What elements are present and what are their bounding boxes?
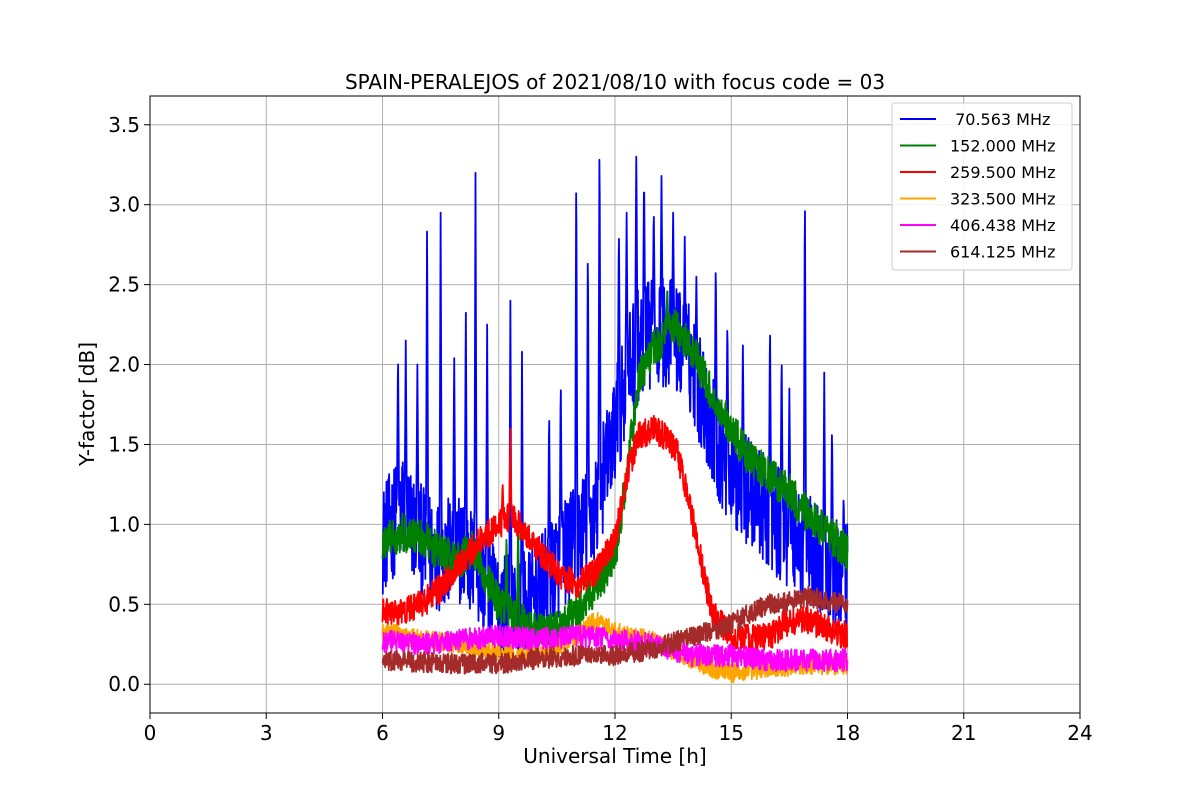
x-tick-label: 9 <box>492 721 505 745</box>
series-lines <box>381 155 849 684</box>
y-tick-label: 0.0 <box>108 672 140 696</box>
y-tick-label: 3.0 <box>108 193 140 217</box>
legend-label: 406.438 MHz <box>950 216 1055 235</box>
x-tick-label: 0 <box>144 721 157 745</box>
legend-label: 614.125 MHz <box>950 243 1055 262</box>
series-line <box>381 414 849 653</box>
series-line <box>381 585 849 675</box>
x-tick-label: 18 <box>835 721 860 745</box>
x-tick-label: 6 <box>376 721 389 745</box>
y-tick-label: 1.5 <box>108 432 140 456</box>
x-tick-label: 15 <box>719 721 744 745</box>
y-tick-label: 2.0 <box>108 353 140 377</box>
x-tick-label: 12 <box>602 721 627 745</box>
x-tick-label: 3 <box>260 721 273 745</box>
series-line <box>381 155 849 667</box>
y-tick-label: 2.5 <box>108 273 140 297</box>
legend-label: 70.563 MHz <box>950 110 1050 129</box>
y-axis-label: Y-factor [dB] <box>75 342 99 467</box>
chart-title: SPAIN-PERALEJOS of 2021/08/10 with focus… <box>345 70 885 94</box>
legend: 70.563 MHz 152.000 MHz 259.500 MHz 323.500 … <box>891 102 1073 271</box>
legend-label: 323.500 MHz <box>950 190 1055 209</box>
y-tick-label: 3.5 <box>108 113 140 137</box>
legend-box <box>891 102 1073 271</box>
series-line <box>381 624 849 673</box>
x-axis-label: Universal Time [h] <box>523 744 706 768</box>
legend-label: 152.000 MHz <box>950 137 1055 156</box>
legend-label: 259.500 MHz <box>950 163 1055 182</box>
y-tick-label: 0.5 <box>108 592 140 616</box>
x-tick-label: 21 <box>951 721 976 745</box>
y-tick-label: 1.0 <box>108 512 140 536</box>
axis-ticks: 0 3 6 9 12 15 18 21 24 0.0 0.5 1.0 1.5 2.0 2.5 3.0 3.5 <box>108 113 1093 745</box>
x-tick-label: 24 <box>1067 721 1092 745</box>
